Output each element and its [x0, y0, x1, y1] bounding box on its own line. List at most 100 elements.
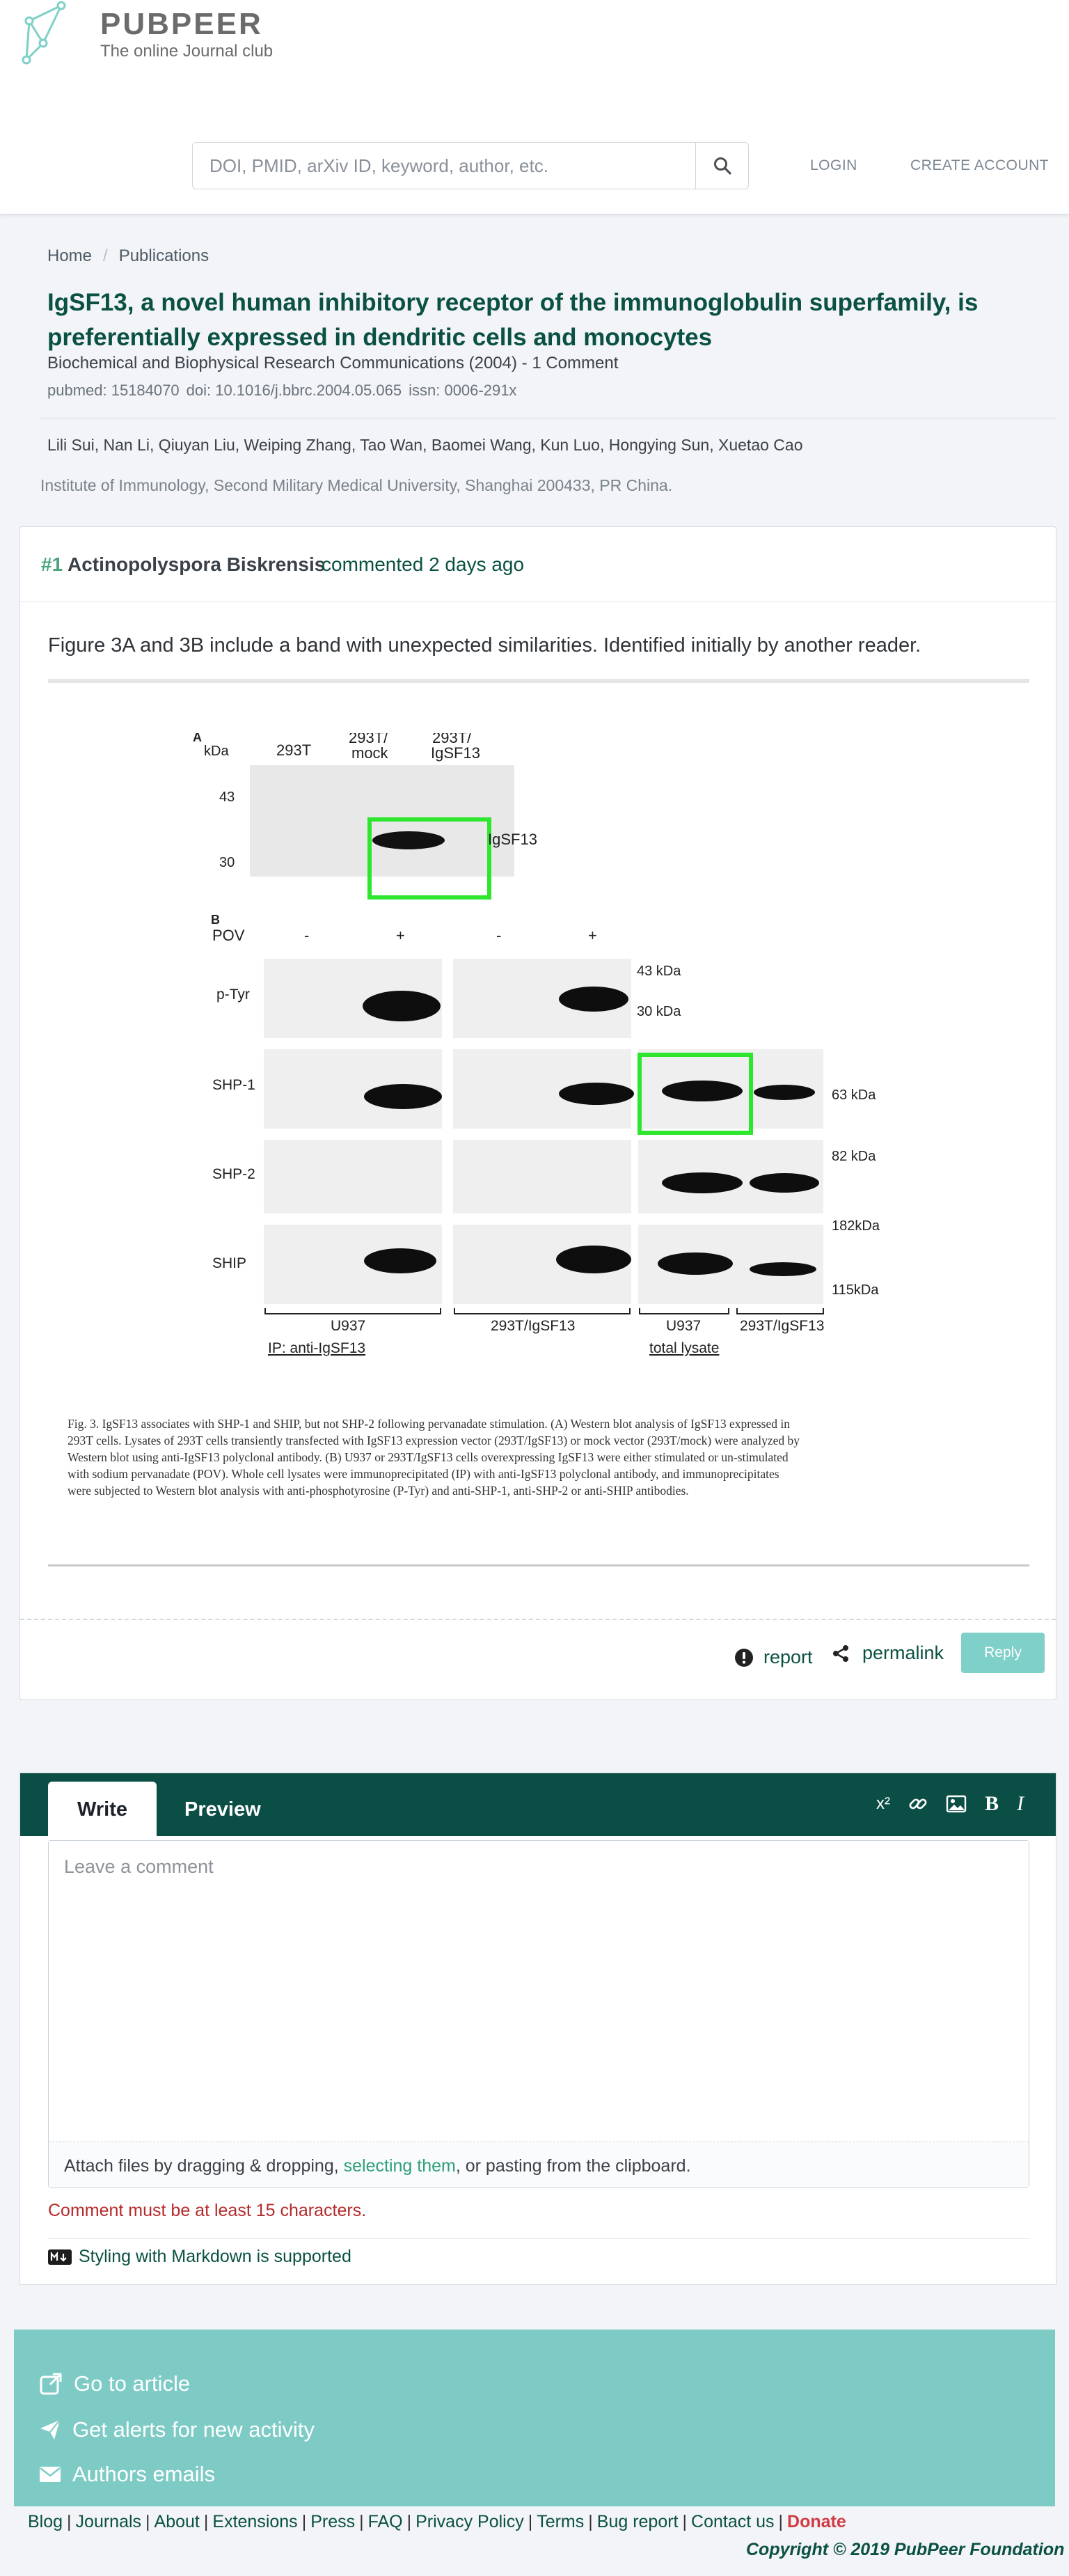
article-actions-panel: Go to article Get alerts for new activit…: [14, 2330, 1055, 2506]
right-marker-63: 63 kDa: [832, 1087, 876, 1103]
highlight-box-b: [638, 1053, 753, 1135]
exclamation-circle-icon: [735, 1648, 753, 1667]
row-label-ship: SHIP: [212, 1255, 246, 1271]
markdown-label: Styling with Markdown is supported: [79, 2247, 351, 2266]
permalink-label: permalink: [862, 1642, 944, 1663]
image-glyph: [946, 1795, 967, 1813]
envelope-icon: [40, 2467, 61, 2482]
report-link[interactable]: report: [734, 1647, 813, 1668]
footer-link-terms[interactable]: Terms: [537, 2512, 585, 2531]
comment-body: Figure 3A and 3B include a band with une…: [48, 634, 921, 657]
breadcrumb-separator: /: [103, 246, 108, 265]
footer-separator: |: [682, 2512, 688, 2531]
breadcrumb: Home / Publications: [47, 246, 209, 266]
marker-30: 30: [219, 855, 235, 870]
lane-293t-mock-2: mock: [351, 744, 389, 762]
footer-link-about[interactable]: About: [154, 2512, 200, 2531]
lane-293t-mock-1: 293T/: [349, 733, 388, 746]
superscript-icon[interactable]: x²: [876, 1794, 890, 1813]
search-button[interactable]: [695, 143, 748, 189]
bold-icon[interactable]: B: [984, 1792, 999, 1815]
publication-journal: Biochemical and Biophysical Research Com…: [47, 354, 619, 372]
band-label-igsf13: IgSF13: [488, 831, 537, 848]
footer-links: Blog | Journals | About | Extensions | Press | FAQ…: [28, 2512, 846, 2532]
comment-number[interactable]: #1: [41, 553, 63, 575]
authors-emails-link[interactable]: Authors emails: [39, 2462, 215, 2487]
footer-separator: |: [528, 2512, 533, 2531]
comment-footer-divider: [20, 1619, 1056, 1620]
search-input[interactable]: [193, 143, 695, 189]
footer-link-faq[interactable]: FAQ: [367, 2512, 403, 2531]
caption-line-3: Western blot using anti-IgSF13 polyclona…: [68, 1450, 789, 1464]
publication-title[interactable]: IgSF13, a novel human inhibitory recepto…: [47, 289, 979, 351]
tab-preview[interactable]: Preview: [184, 1798, 261, 1821]
footer-separator: |: [203, 2512, 209, 2531]
right-marker-115: 115kDa: [832, 1282, 879, 1298]
permalink-link[interactable]: permalink: [832, 1642, 944, 1664]
footer-link-extensions[interactable]: Extensions: [212, 2512, 298, 2531]
caption-line-4: with sodium pervanadate (POV). Whole cel…: [68, 1467, 779, 1481]
footer-link-contact[interactable]: Contact us: [691, 2512, 775, 2531]
doi-id[interactable]: doi: 10.1016/j.bbrc.2004.05.065: [186, 382, 402, 399]
tab-write[interactable]: Write: [48, 1782, 157, 1837]
row-label-ptyr: p-Tyr: [216, 987, 250, 1003]
caption-line-5: were subjected to Western blot analysis …: [68, 1484, 689, 1498]
comment-header: #1 Actinopolyspora Biskrensis commented …: [20, 527, 1056, 602]
publication-institution: Institute of Immunology, Second Military…: [40, 476, 673, 494]
authors-emails-label: Authors emails: [72, 2462, 216, 2486]
breadcrumb-home[interactable]: Home: [47, 246, 93, 265]
attach-select-link[interactable]: selecting them: [343, 2156, 456, 2176]
pov-sign-4: +: [588, 927, 597, 944]
highlight-box-a: [367, 817, 491, 900]
footer-link-privacy[interactable]: Privacy Policy: [415, 2512, 524, 2531]
figure-bottom-rule: [48, 1564, 1029, 1566]
lane-293t-igsf13-1: 293T/: [432, 733, 472, 746]
site-header: PUBPEER The online Journal club LOGIN CR…: [0, 0, 1069, 214]
breadcrumb-publications[interactable]: Publications: [118, 246, 209, 265]
brand-tagline: The online Journal club: [100, 42, 274, 61]
login-link[interactable]: LOGIN: [810, 157, 857, 173]
figure-caption: Fig. 3. IgSF13 associates with SHP-1 and…: [68, 1415, 1014, 1499]
row-label-shp2: SHP-2: [212, 1166, 255, 1182]
attach-files-bar[interactable]: Attach files by dragging & dropping, sel…: [49, 2142, 1029, 2188]
markdown-icon: [48, 2249, 72, 2265]
footer-link-press[interactable]: Press: [310, 2512, 356, 2531]
image-icon[interactable]: [946, 1791, 967, 1816]
markdown-note[interactable]: Styling with Markdown is supported: [48, 2247, 351, 2267]
issn-id: issn: 0006-291x: [409, 382, 517, 399]
create-account-link[interactable]: CREATE ACCOUNT: [910, 157, 1050, 173]
comment-textarea[interactable]: [49, 1841, 1029, 2142]
ip-label: IP: anti-IgSF13: [268, 1340, 365, 1356]
link-icon[interactable]: [908, 1791, 928, 1816]
pubpeer-logo-icon[interactable]: [19, 0, 70, 68]
pov-sign-3: -: [496, 927, 501, 944]
footer-separator: |: [359, 2512, 364, 2531]
go-to-article-link[interactable]: Go to article: [39, 2371, 190, 2396]
brand-name[interactable]: PUBPEER: [100, 7, 263, 41]
lane-293t: 293T: [276, 741, 311, 759]
copyright: Copyright © 2019 PubPeer Foundation: [746, 2540, 1065, 2559]
western-blot-figure[interactable]: A kDa 293T 293T/ mock 293T/ IgSF13 43 30…: [187, 733, 911, 1360]
reply-button[interactable]: Reply: [961, 1633, 1045, 1673]
validation-error: Comment must be at least 15 characters.: [48, 2201, 367, 2220]
search-icon: [713, 157, 731, 175]
footer-link-donate[interactable]: Donate: [787, 2512, 846, 2531]
marker-43: 43: [219, 790, 235, 805]
right-marker-82: 82 kDa: [832, 1149, 876, 1164]
italic-icon[interactable]: I: [1017, 1792, 1024, 1815]
get-alerts-link[interactable]: Get alerts for new activity: [39, 2417, 315, 2442]
comment-timestamp[interactable]: commented 2 days ago: [322, 553, 525, 575]
pubmed-id[interactable]: pubmed: 15184070: [47, 382, 180, 399]
editor-divider: [48, 2238, 1029, 2239]
footer-link-bug-report[interactable]: Bug report: [596, 2512, 679, 2531]
footer-link-blog[interactable]: Blog: [28, 2512, 63, 2531]
publication-authors: Lili Sui, Nan Li, Qiuyan Liu, Weiping Zh…: [47, 436, 803, 454]
external-link-icon: [40, 2373, 62, 2395]
caption-line-2: 293T cells. Lysates of 293T cells transi…: [68, 1434, 800, 1447]
footer-link-journals[interactable]: Journals: [75, 2512, 142, 2531]
bottom-label-293t-lysate: 293T/IgSF13: [740, 1318, 824, 1334]
right-marker-182: 182kDa: [832, 1218, 880, 1234]
attach-prefix: Attach files by dragging & dropping,: [64, 2156, 344, 2176]
paper-plane-icon: [40, 2419, 61, 2440]
pov-sign-2: +: [396, 927, 405, 944]
